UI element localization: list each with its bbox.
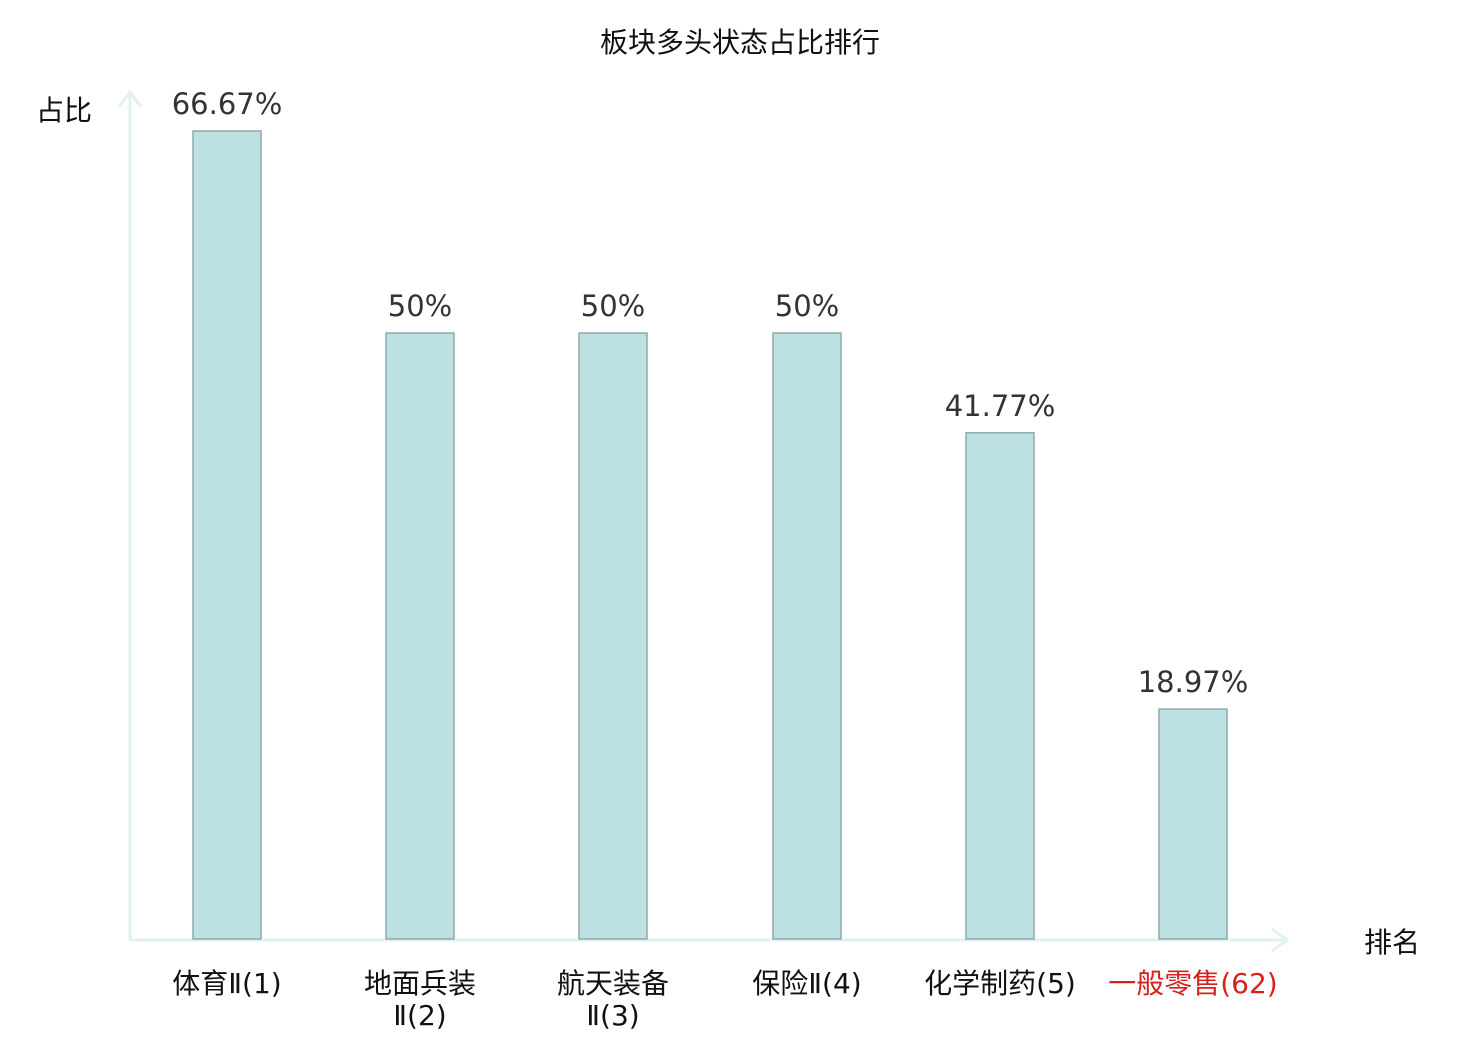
bar-1 — [192, 130, 262, 940]
x-axis-arrowhead — [1271, 927, 1290, 953]
y-axis-label: 占比 — [36, 94, 92, 127]
value-label-6: 18.97% — [1138, 665, 1249, 699]
value-label-3: 50% — [581, 289, 645, 323]
y-axis — [117, 89, 143, 940]
category-label-5: 化学制药(5) — [924, 967, 1076, 1000]
category-label-3-line-2: Ⅱ(3) — [586, 999, 639, 1032]
bar-3 — [578, 332, 648, 940]
value-label-1: 66.67% — [172, 87, 283, 121]
x-axis-label: 排名 — [1364, 926, 1420, 959]
category-label-3-line-1: 航天装备 — [557, 967, 669, 1000]
y-axis-arrowhead — [117, 89, 143, 108]
x-axis — [130, 927, 1290, 953]
bar-2 — [385, 332, 455, 940]
category-label-2-line-2: Ⅱ(2) — [393, 999, 446, 1032]
value-label-4: 50% — [775, 289, 839, 323]
value-label-5: 41.77% — [945, 389, 1056, 423]
category-label-4: 保险Ⅱ(4) — [752, 967, 861, 1000]
bar-6 — [1158, 708, 1228, 940]
category-label-2-line-1: 地面兵装 — [364, 967, 476, 1000]
chart-title: 板块多头状态占比排行 — [600, 26, 880, 59]
value-labels-group: 66.67% 50% 50% 50% 41.77% 18.97% — [172, 87, 1249, 699]
bar-4 — [772, 332, 842, 940]
value-label-2: 50% — [388, 289, 452, 323]
bar-5 — [965, 432, 1035, 940]
category-label-1: 体育Ⅱ(1) — [172, 967, 281, 1000]
bars-group — [192, 130, 1228, 940]
category-label-6: 一般零售(62) — [1108, 967, 1277, 1000]
